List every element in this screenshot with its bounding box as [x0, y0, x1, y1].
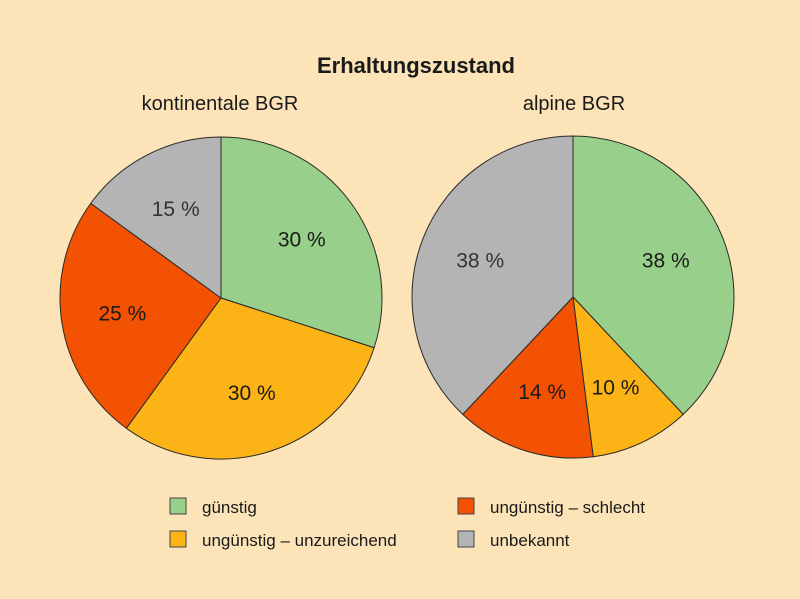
pie-slice-1-guenstig: [572, 135, 735, 416]
subtitle-alpine: alpine BGR: [523, 93, 625, 115]
pie-label-1-guenstig: 38 %: [642, 249, 690, 272]
subtitle-kontinentale: kontinentale BGR: [142, 93, 299, 115]
pie-slice-1-unzureichend: [572, 295, 684, 458]
pie-slice-1-schlecht: [462, 295, 594, 459]
pie-alpine: 38 % 10 % 14 % 38 %: [411, 135, 735, 459]
pie-slice-0-unbekannt: [90, 136, 222, 299]
legend-swatch-unbekannt: [457, 530, 475, 548]
legend-label-unbekannt: unbekannt: [490, 531, 570, 550]
pie-label-1-unzureichend: 10 %: [592, 376, 640, 399]
legend-swatch-schlecht: [457, 497, 475, 515]
pie-label-0-guenstig: 30 %: [278, 228, 326, 251]
legend: günstig ungünstig – unzureichend ungünst…: [169, 497, 645, 550]
pie-label-0-unbekannt: 15 %: [152, 198, 200, 221]
chart-title: Erhaltungszustand: [317, 53, 515, 78]
pie-slice-0-guenstig: [220, 136, 383, 349]
legend-label-unzureichend: ungünstig – unzureichend: [202, 531, 397, 550]
pie-slice-1-unbekannt: [411, 135, 574, 416]
pie-slice-0-unzureichend: [125, 297, 375, 460]
legend-label-schlecht: ungünstig – schlecht: [490, 498, 645, 517]
legend-swatch-unzureichend: [169, 530, 187, 548]
pie-label-1-schlecht: 14 %: [518, 381, 566, 404]
legend-swatch-guenstig: [169, 497, 187, 515]
pie-kontinentale: 30 % 30 % 25 % 15 %: [59, 136, 383, 460]
pie-slice-0-schlecht: [59, 202, 222, 429]
pie-label-1-unbekannt: 38 %: [456, 249, 504, 272]
pie-label-0-unzureichend: 30 %: [228, 382, 276, 405]
pie-label-0-schlecht: 25 %: [98, 303, 146, 326]
legend-label-guenstig: günstig: [202, 498, 257, 517]
